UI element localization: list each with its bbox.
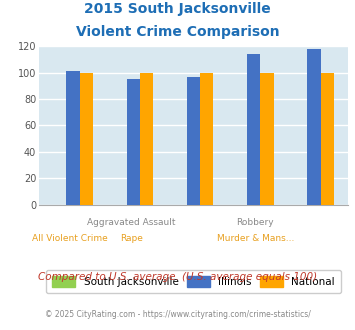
Bar [260, 73, 274, 205]
Bar [307, 49, 321, 205]
Bar [66, 71, 80, 205]
Text: Compared to U.S. average. (U.S. average equals 100): Compared to U.S. average. (U.S. average … [38, 272, 317, 282]
Bar [127, 79, 140, 205]
Text: © 2025 CityRating.com - https://www.cityrating.com/crime-statistics/: © 2025 CityRating.com - https://www.city… [45, 310, 310, 319]
Legend: South Jacksonville, Illinois, National: South Jacksonville, Illinois, National [46, 270, 341, 293]
Bar [321, 73, 334, 205]
Text: 2015 South Jacksonville: 2015 South Jacksonville [84, 2, 271, 16]
Text: Aggravated Assault: Aggravated Assault [87, 218, 176, 227]
Bar [247, 54, 260, 205]
Text: Rape: Rape [120, 234, 143, 243]
Text: Murder & Mans...: Murder & Mans... [217, 234, 294, 243]
Text: All Violent Crime: All Violent Crime [32, 234, 108, 243]
Bar [187, 77, 200, 205]
Bar [80, 73, 93, 205]
Text: Robbery: Robbery [236, 218, 274, 227]
Bar [140, 73, 153, 205]
Text: Violent Crime Comparison: Violent Crime Comparison [76, 25, 279, 39]
Bar [200, 73, 213, 205]
